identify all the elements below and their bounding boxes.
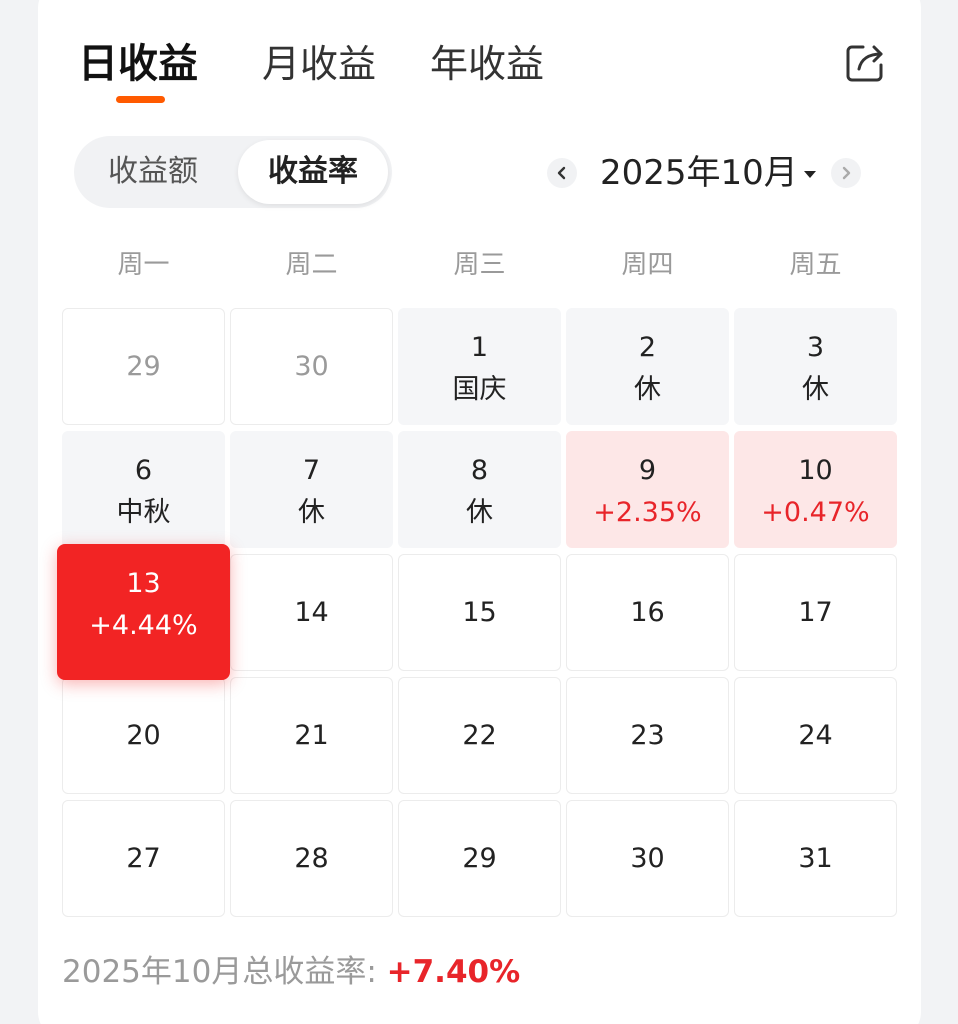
chevron-left-icon: [557, 166, 566, 180]
active-tab-indicator: [116, 96, 165, 103]
calendar-day-cell[interactable]: 13 +4.44%: [57, 544, 230, 680]
calendar-day-cell[interactable]: 14: [230, 554, 393, 671]
monthly-total-summary: 2025年10月总收益率: +7.40%: [62, 950, 520, 994]
calendar-day-cell[interactable]: 21: [230, 677, 393, 794]
calendar-day-cell[interactable]: 9 +2.35%: [566, 431, 729, 548]
calendar-day-holiday-label: 休: [466, 497, 493, 528]
calendar-day-number: 31: [798, 843, 833, 874]
weekday-thu: 周四: [621, 250, 674, 280]
calendar-day-holiday-label: 中秋: [116, 497, 171, 528]
month-label: 2025年10月: [600, 153, 798, 193]
calendar-day-cell[interactable]: 16: [566, 554, 729, 671]
calendar-day-number: 28: [294, 843, 329, 874]
calendar-day-number: 22: [462, 720, 497, 751]
calendar-day-cell[interactable]: 30: [230, 308, 393, 425]
weekday-tue: 周二: [285, 250, 338, 280]
calendar-day-number: 30: [294, 351, 329, 382]
calendar-day-number: 9: [638, 455, 657, 486]
calendar-day-cell[interactable]: 30: [566, 800, 729, 917]
calendar-day-number: 1: [470, 332, 489, 363]
weekday-wed: 周三: [453, 250, 506, 280]
next-month-button[interactable]: [831, 158, 861, 188]
calendar-day-cell[interactable]: 24: [734, 677, 897, 794]
weekday-mon: 周一: [117, 250, 170, 280]
calendar-day-cell[interactable]: 23: [566, 677, 729, 794]
calendar-day-number: 15: [462, 597, 497, 628]
calendar-day-number: 29: [462, 843, 497, 874]
tab-daily[interactable]: 日收益: [78, 41, 198, 87]
calendar-day-number: 23: [630, 720, 665, 751]
month-selector[interactable]: 2025年10月: [600, 150, 816, 196]
calendar-day-number: 20: [126, 720, 161, 751]
summary-label: 2025年10月总收益率:: [62, 954, 387, 990]
tab-monthly[interactable]: 月收益: [262, 42, 377, 86]
calendar-day-cell[interactable]: 6 中秋: [62, 431, 225, 548]
calendar-day-cell[interactable]: 28: [230, 800, 393, 917]
tab-yearly[interactable]: 年收益: [430, 42, 545, 86]
amount-toggle-button[interactable]: 收益额: [108, 154, 198, 189]
calendar-day-cell[interactable]: 17: [734, 554, 897, 671]
calendar-day-holiday-label: 休: [634, 374, 661, 405]
calendar-day-return: +4.44%: [89, 610, 198, 641]
calendar-day-cell[interactable]: 10 +0.47%: [734, 431, 897, 548]
calendar-day-cell[interactable]: 1 国庆: [398, 308, 561, 425]
calendar-day-cell[interactable]: 27: [62, 800, 225, 917]
calendar-day-cell[interactable]: 15: [398, 554, 561, 671]
calendar-day-number: 3: [806, 332, 825, 363]
calendar-day-holiday-label: 休: [802, 374, 829, 405]
calendar-day-number: 29: [126, 351, 161, 382]
calendar-day-number: 7: [302, 455, 321, 486]
calendar-day-number: 8: [470, 455, 489, 486]
calendar-day-number: 21: [294, 720, 329, 751]
calendar-day-holiday-label: 国庆: [452, 374, 507, 405]
calendar-day-number: 13: [126, 568, 161, 599]
calendar-day-number: 6: [134, 455, 153, 486]
calendar-day-cell[interactable]: 31: [734, 800, 897, 917]
calendar-day-number: 17: [798, 597, 833, 628]
calendar-day-return: +2.35%: [593, 497, 702, 528]
calendar-day-number: 27: [126, 843, 161, 874]
calendar-day-return: +0.47%: [761, 497, 870, 528]
calendar-day-cell[interactable]: 29: [398, 800, 561, 917]
calendar-day-cell[interactable]: 29: [62, 308, 225, 425]
calendar-day-cell[interactable]: 20: [62, 677, 225, 794]
summary-value: +7.40%: [386, 954, 521, 990]
rate-toggle-button[interactable]: 收益率: [238, 140, 388, 204]
caret-down-icon: [803, 171, 816, 178]
calendar-day-number: 24: [798, 720, 833, 751]
calendar-day-cell[interactable]: 22: [398, 677, 561, 794]
calendar-day-number: 14: [294, 597, 329, 628]
calendar-day-number: 10: [798, 455, 833, 486]
calendar-day-number: 2: [638, 332, 657, 363]
calendar-day-number: 16: [630, 597, 665, 628]
metric-toggle: 收益额 收益率: [74, 136, 392, 208]
weekday-fri: 周五: [789, 250, 842, 280]
share-icon[interactable]: [843, 41, 887, 85]
calendar-day-number: 30: [630, 843, 665, 874]
calendar-day-holiday-label: 休: [298, 497, 325, 528]
prev-month-button[interactable]: [547, 158, 577, 188]
chevron-right-icon: [842, 166, 851, 180]
